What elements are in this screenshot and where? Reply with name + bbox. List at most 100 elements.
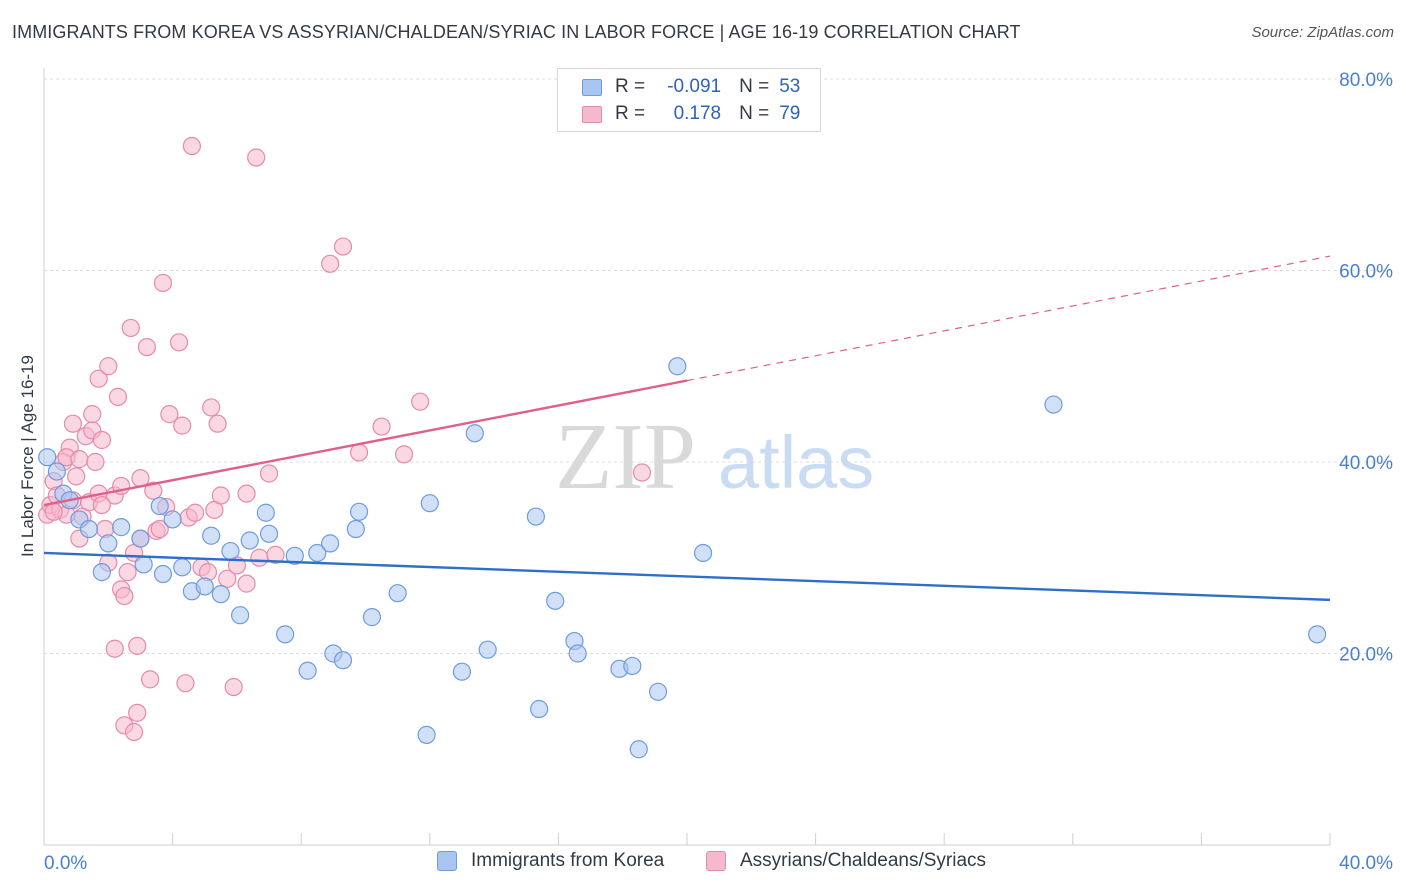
assyrian-point — [160, 405, 179, 424]
assyrian-point — [372, 417, 391, 436]
legend-r-value: 0.178 — [673, 103, 722, 124]
assyrian-point — [186, 503, 205, 522]
assyrian-point — [411, 392, 430, 411]
assyrian-point — [266, 545, 285, 564]
assyrian-point — [99, 357, 118, 376]
korea-point — [693, 543, 713, 563]
assyrian-point — [121, 318, 140, 338]
series-legend-korea: Immigrants from Korea — [437, 850, 664, 872]
korea-point — [1308, 625, 1327, 644]
legend-n-label: N = — [739, 103, 770, 124]
korea-point — [349, 502, 369, 521]
korea-point — [298, 661, 317, 680]
korea-point — [211, 585, 230, 604]
assyrian-point — [349, 443, 369, 462]
korea-point — [195, 577, 214, 596]
korea-point — [240, 531, 259, 550]
y-axis-title: In Labor Force | Age 16-19 — [18, 355, 37, 557]
korea-trend-line — [43, 551, 1331, 602]
assyrian-point — [118, 563, 137, 582]
korea-point — [526, 507, 545, 526]
korea-point — [131, 529, 150, 548]
x-tick-label-max: 40.0% — [1339, 853, 1393, 874]
assyrian-point — [321, 254, 340, 273]
assyrian-point — [250, 548, 269, 567]
assyrian-point — [182, 136, 201, 156]
assyrian-point — [92, 495, 111, 515]
korea-point — [150, 496, 169, 516]
legend-n-value: 79 — [779, 103, 801, 124]
assyrian-point — [173, 416, 192, 435]
korea-point — [202, 526, 221, 545]
assyrian-point — [105, 639, 124, 658]
legend-r-value: -0.091 — [667, 76, 722, 97]
legend-swatch-assyrian — [582, 105, 602, 123]
korea-point — [231, 606, 250, 625]
legend-n-label: N = — [739, 76, 770, 97]
series-name-korea: Immigrants from Korea — [471, 850, 665, 871]
korea-point — [38, 448, 57, 467]
assyrian-point — [108, 387, 128, 406]
series-swatch-korea — [437, 851, 457, 871]
korea-point — [99, 534, 118, 553]
assyrian-point — [208, 414, 227, 433]
korea-point — [668, 357, 687, 376]
korea-point — [276, 625, 295, 644]
legend-swatch-korea — [582, 78, 602, 96]
korea-point — [530, 699, 549, 719]
series-legend-assyrian: Assyrians/Chaldeans/Syriacs — [706, 850, 986, 872]
korea-point — [346, 519, 365, 539]
korea-point — [629, 740, 648, 759]
korea-point — [92, 563, 111, 582]
source-label: Source: ZipAtlas.com — [1251, 24, 1394, 41]
korea-point — [79, 519, 99, 539]
y-tick-label: 80.0% — [1339, 70, 1393, 91]
assyrian-point — [247, 148, 266, 167]
korea-point — [308, 543, 327, 563]
korea-point — [623, 656, 642, 676]
chart-title: IMMIGRANTS FROM KOREA VS ASSYRIAN/CHALDE… — [12, 22, 1021, 42]
assyrian-point — [218, 569, 237, 588]
korea-point — [1044, 395, 1063, 414]
korea-point — [221, 541, 240, 561]
legend-r-label: R = — [615, 103, 646, 124]
assyrian-point — [63, 414, 83, 433]
y-tick-label: 40.0% — [1339, 453, 1393, 474]
legend-n-value: 53 — [779, 76, 801, 97]
stats-legend: R = -0.091 N = 53 R = 0.178 N = 79 — [557, 68, 821, 132]
assyrian-point — [137, 338, 156, 357]
assyrian-point — [86, 452, 105, 472]
assyrian-point — [632, 463, 652, 482]
assyrian-point — [92, 430, 111, 450]
assyrian-point — [83, 405, 102, 424]
korea-point — [256, 503, 275, 522]
korea-point — [163, 510, 182, 529]
assyrian-point — [124, 722, 144, 742]
korea-point — [321, 534, 340, 553]
korea-point — [333, 651, 353, 670]
assyrian-point — [259, 464, 279, 483]
korea-point — [173, 558, 192, 577]
korea-point — [285, 546, 304, 565]
korea-point — [452, 662, 472, 681]
watermark-zip: ZIP — [555, 405, 696, 509]
assyrian-point — [89, 369, 108, 388]
assyrian-point — [394, 445, 414, 464]
assyrian-point — [169, 333, 189, 352]
assyrian-point — [333, 237, 353, 256]
y-tick-label: 60.0% — [1339, 262, 1393, 283]
assyrian-trend-line — [43, 379, 688, 507]
assyrian-point — [202, 398, 221, 417]
assyrian-point — [237, 574, 256, 593]
assyrian-point — [67, 467, 86, 486]
assyrian-point — [70, 450, 89, 469]
assyrian-point — [140, 670, 160, 689]
assyrian-point — [176, 674, 195, 693]
series-swatch-assyrian — [706, 851, 726, 871]
legend-row-assyrian: R = 0.178 N = 79 — [582, 101, 800, 127]
assyrian-point — [115, 586, 134, 606]
legend-r-label: R = — [615, 76, 646, 97]
assyrian-point — [224, 677, 243, 697]
korea-point — [153, 564, 173, 584]
legend-row-korea: R = -0.091 N = 53 — [582, 74, 800, 100]
